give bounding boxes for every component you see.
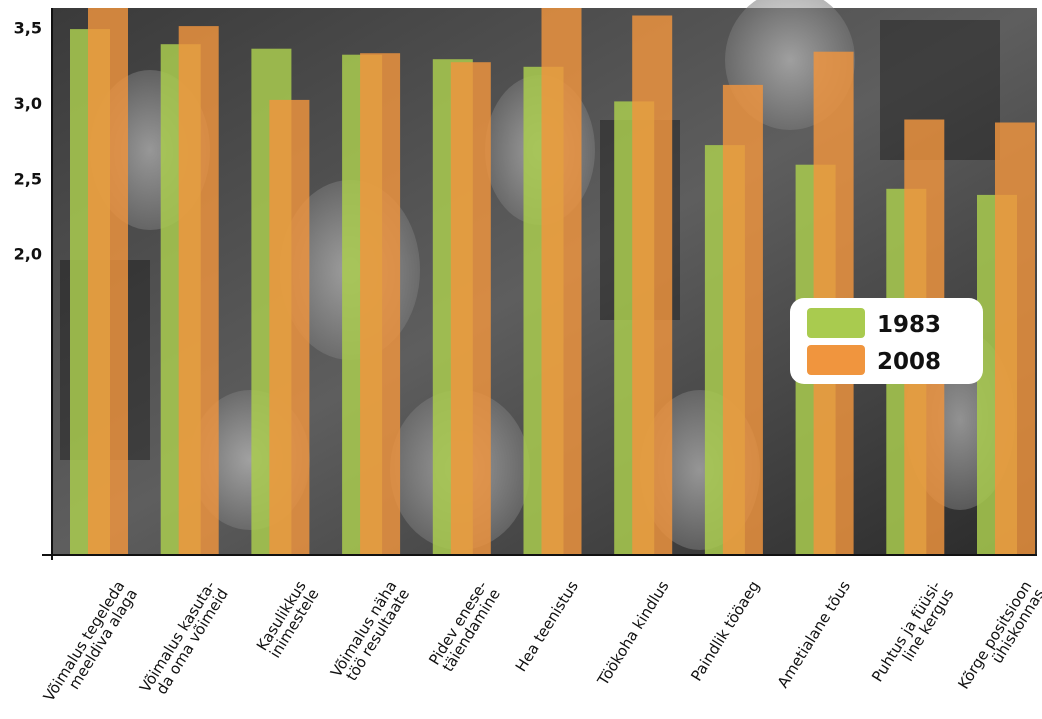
bar-2008-1: [178, 26, 219, 556]
bars-layer: [70, 8, 1035, 556]
y-axis-ticks: 2,0 2,5 3,0 3,5: [14, 19, 42, 264]
x-tick-label: Võimalus tegeledameeldiva alaga: [40, 578, 141, 713]
y-tick-label: 2,0: [14, 245, 42, 264]
bar-2008-2: [269, 99, 310, 556]
x-tick-label: Kasulikkusinimestele: [253, 577, 323, 661]
x-tick-label: Pidev enese-täiendamine: [425, 578, 504, 677]
y-tick-label: 3,5: [14, 19, 42, 38]
bar-2008-3: [360, 53, 401, 555]
x-tick-label-line: Ametialane tõus: [774, 577, 854, 691]
legend-swatch-2008: [807, 345, 865, 375]
legend-label-1983: 1983: [877, 312, 941, 338]
x-tick-label-line: Hea teenistus: [512, 577, 582, 674]
y-tick-label: 2,5: [14, 169, 42, 188]
x-tick-label: Puhtus ja füüsi-line kergus: [868, 577, 957, 693]
bar-2008-5: [541, 8, 582, 555]
bar-2008-10: [995, 122, 1035, 555]
x-tick-label: Võimalus kasuta-da oma võimeid: [136, 578, 232, 704]
bar-2008-6: [632, 15, 673, 555]
bar-2008-0: [88, 8, 128, 555]
legend: 1983 2008: [790, 298, 983, 384]
x-tick-label-line: Paindlik tööaeg: [687, 578, 763, 685]
bar-2008-7: [722, 84, 763, 556]
y-tick-label: 3,0: [14, 94, 42, 113]
legend-swatch-1983: [807, 308, 865, 338]
x-tick-label: Kõrge positsioonühiskonnas: [954, 577, 1042, 700]
x-tick-label: Paindlik tööaeg: [687, 578, 763, 685]
legend-label-2008: 2008: [877, 349, 941, 375]
x-tick-label: Võimalus nähatöö resultaate: [327, 578, 413, 689]
x-axis-labels: Võimalus tegeledameeldiva alagaVõimalus …: [40, 577, 1042, 713]
x-tick-label: Töökoha kindlus: [593, 577, 672, 689]
x-tick-label: Ametialane tõus: [774, 577, 854, 691]
x-tick-label-line: Töökoha kindlus: [593, 577, 672, 689]
x-tick-label: Hea teenistus: [512, 577, 582, 674]
bar-2008-4: [450, 62, 491, 555]
x-tick-label-line: Kõrge positsioon: [954, 578, 1035, 693]
